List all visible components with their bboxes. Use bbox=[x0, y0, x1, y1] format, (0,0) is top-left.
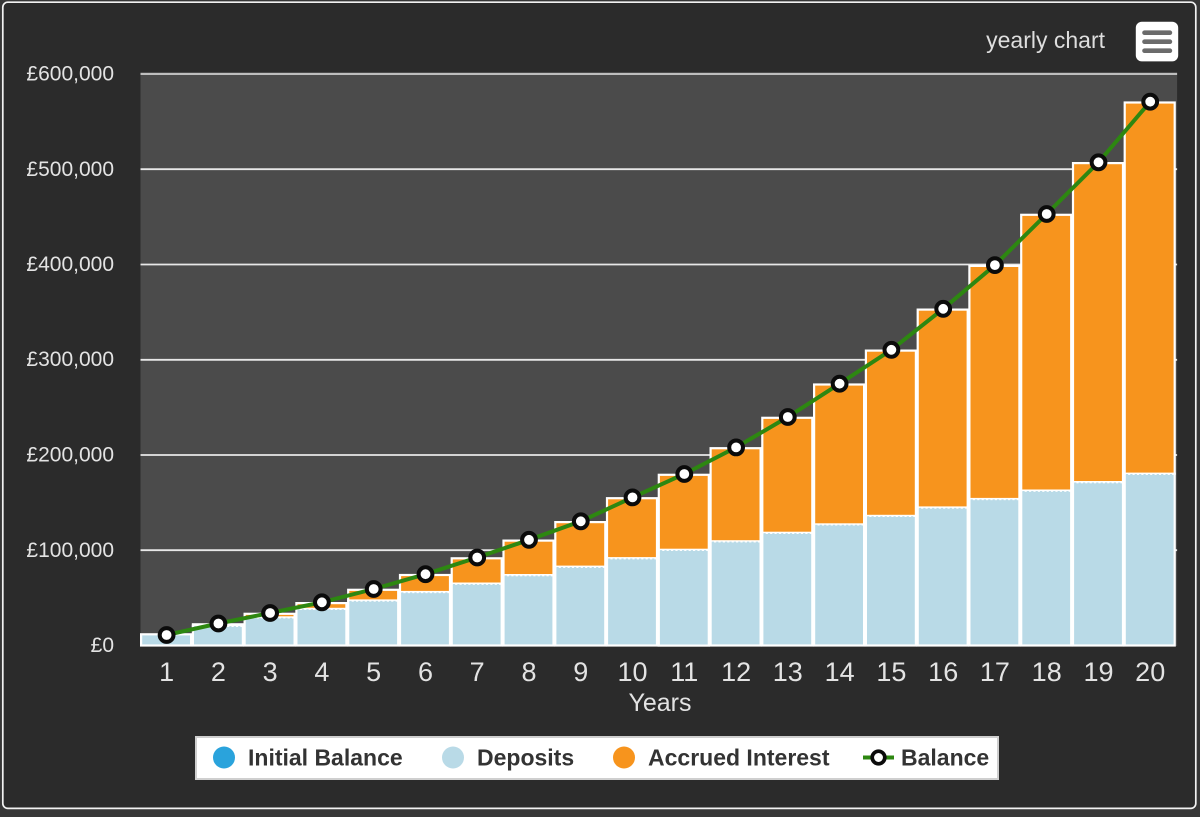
svg-text:7: 7 bbox=[470, 657, 485, 687]
svg-text:Accrued Interest: Accrued Interest bbox=[648, 745, 830, 771]
svg-text:Balance: Balance bbox=[901, 745, 989, 771]
svg-text:yearly chart: yearly chart bbox=[986, 27, 1105, 53]
svg-text:19: 19 bbox=[1083, 657, 1113, 687]
svg-text:10: 10 bbox=[617, 657, 647, 687]
svg-text:13: 13 bbox=[773, 657, 803, 687]
svg-text:17: 17 bbox=[980, 657, 1010, 687]
svg-text:4: 4 bbox=[314, 657, 329, 687]
svg-text:£0: £0 bbox=[91, 634, 114, 657]
svg-text:9: 9 bbox=[573, 657, 588, 687]
svg-text:£500,000: £500,000 bbox=[26, 158, 114, 181]
svg-text:18: 18 bbox=[1032, 657, 1062, 687]
svg-text:5: 5 bbox=[366, 657, 381, 687]
svg-text:£400,000: £400,000 bbox=[26, 253, 114, 276]
svg-text:20: 20 bbox=[1135, 657, 1165, 687]
svg-text:6: 6 bbox=[418, 657, 433, 687]
svg-text:Initial Balance: Initial Balance bbox=[248, 745, 403, 771]
svg-text:£300,000: £300,000 bbox=[26, 348, 114, 371]
svg-text:2: 2 bbox=[211, 657, 226, 687]
svg-text:11: 11 bbox=[670, 657, 698, 687]
svg-text:15: 15 bbox=[876, 657, 906, 687]
svg-text:8: 8 bbox=[521, 657, 536, 687]
svg-text:£600,000: £600,000 bbox=[26, 63, 114, 86]
svg-text:£100,000: £100,000 bbox=[26, 539, 114, 562]
svg-text:Years: Years bbox=[628, 689, 691, 717]
svg-text:16: 16 bbox=[928, 657, 958, 687]
svg-text:1: 1 bbox=[159, 657, 174, 687]
svg-text:£200,000: £200,000 bbox=[26, 444, 114, 467]
svg-text:12: 12 bbox=[721, 657, 751, 687]
svg-text:Deposits: Deposits bbox=[477, 745, 574, 771]
svg-text:14: 14 bbox=[825, 657, 855, 687]
svg-text:3: 3 bbox=[263, 657, 278, 687]
